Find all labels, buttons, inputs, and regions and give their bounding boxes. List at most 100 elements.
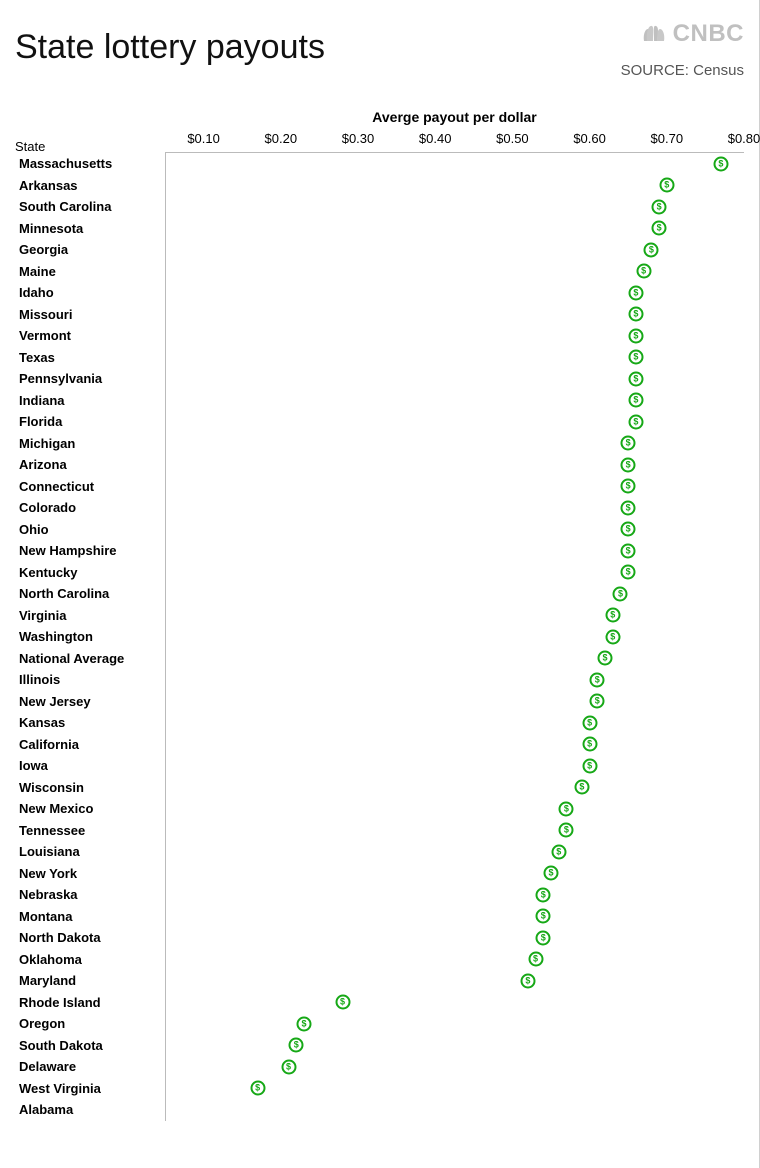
row-label: West Virginia: [15, 1081, 165, 1096]
chart-row: New Mexico: [15, 798, 744, 820]
chart-row: Alabama: [15, 1099, 744, 1121]
row-track: [165, 648, 744, 670]
dollar-marker-icon: [659, 178, 674, 193]
row-track: [165, 519, 744, 541]
row-track: [165, 390, 744, 412]
page-title: State lottery payouts: [15, 20, 325, 67]
chart-row: Maryland: [15, 970, 744, 992]
chart-row: Rhode Island: [15, 992, 744, 1014]
row-label: Idaho: [15, 285, 165, 300]
row-track: [165, 1013, 744, 1035]
chart-row: Idaho: [15, 282, 744, 304]
chart-row: Tennessee: [15, 820, 744, 842]
row-label: Florida: [15, 414, 165, 429]
chart-row: Colorado: [15, 497, 744, 519]
dollar-marker-icon: [628, 307, 643, 322]
row-label: Massachusetts: [15, 156, 165, 171]
row-track: [165, 927, 744, 949]
dollar-marker-icon: [628, 350, 643, 365]
chart-row: Indiana: [15, 390, 744, 412]
chart-row: Nebraska: [15, 884, 744, 906]
row-label: Georgia: [15, 242, 165, 257]
chart-row: Arizona: [15, 454, 744, 476]
chart-row: Oregon: [15, 1013, 744, 1035]
dollar-marker-icon: [536, 887, 551, 902]
dollar-marker-icon: [628, 328, 643, 343]
chart-row: South Carolina: [15, 196, 744, 218]
row-label: New Mexico: [15, 801, 165, 816]
chart-container: State lottery payouts CNBC SOURCE: Censu…: [0, 0, 760, 1168]
dollar-marker-icon: [520, 973, 535, 988]
row-label: Ohio: [15, 522, 165, 537]
row-label: Virginia: [15, 608, 165, 623]
chart-row: Connecticut: [15, 476, 744, 498]
row-track: [165, 540, 744, 562]
row-track: [165, 196, 744, 218]
chart-row: Maine: [15, 261, 744, 283]
row-track: [165, 1099, 744, 1121]
row-label: Illinois: [15, 672, 165, 687]
row-track: [165, 304, 744, 326]
header-right: CNBC SOURCE: Census: [621, 20, 744, 79]
dollar-marker-icon: [536, 930, 551, 945]
chart-row: Iowa: [15, 755, 744, 777]
chart-row: New Hampshire: [15, 540, 744, 562]
row-track: [165, 218, 744, 240]
chart-row: Delaware: [15, 1056, 744, 1078]
dollar-marker-icon: [605, 608, 620, 623]
row-label: Louisiana: [15, 844, 165, 859]
dollar-marker-icon: [621, 565, 636, 580]
x-tick: $0.20: [265, 131, 298, 146]
row-label: Montana: [15, 909, 165, 924]
chart-row: Missouri: [15, 304, 744, 326]
x-tick: $0.80: [728, 131, 760, 146]
dollar-marker-icon: [250, 1081, 265, 1096]
row-track: [165, 476, 744, 498]
row-label: South Dakota: [15, 1038, 165, 1053]
dollar-marker-icon: [582, 758, 597, 773]
x-tick: $0.60: [573, 131, 606, 146]
row-label: South Carolina: [15, 199, 165, 214]
row-track: [165, 347, 744, 369]
dollar-marker-icon: [289, 1038, 304, 1053]
dollar-marker-icon: [636, 264, 651, 279]
row-track: [165, 669, 744, 691]
dollar-marker-icon: [621, 457, 636, 472]
dollar-marker-icon: [574, 780, 589, 795]
chart-row: Washington: [15, 626, 744, 648]
dollar-marker-icon: [628, 285, 643, 300]
chart-row: Wisconsin: [15, 777, 744, 799]
dollar-marker-icon: [536, 909, 551, 924]
chart-row: California: [15, 734, 744, 756]
row-label: Delaware: [15, 1059, 165, 1074]
dollar-marker-icon: [296, 1016, 311, 1031]
x-tick: $0.30: [342, 131, 375, 146]
dollar-marker-icon: [598, 651, 613, 666]
dollar-marker-icon: [559, 823, 574, 838]
chart-row: New York: [15, 863, 744, 885]
chart-row: Ohio: [15, 519, 744, 541]
chart-row: Michigan: [15, 433, 744, 455]
row-label: New Jersey: [15, 694, 165, 709]
chart-row: Virginia: [15, 605, 744, 627]
dollar-marker-icon: [644, 242, 659, 257]
chart-row: Montana: [15, 906, 744, 928]
chart-row: Kansas: [15, 712, 744, 734]
row-label: Michigan: [15, 436, 165, 451]
dollar-marker-icon: [335, 995, 350, 1010]
row-label: Alabama: [15, 1102, 165, 1117]
peacock-icon: [641, 21, 667, 48]
chart-row: Kentucky: [15, 562, 744, 584]
dollar-marker-icon: [582, 737, 597, 752]
row-track: [165, 798, 744, 820]
chart-row: Minnesota: [15, 218, 744, 240]
dollar-marker-icon: [621, 543, 636, 558]
dollar-marker-icon: [559, 801, 574, 816]
row-label: Arkansas: [15, 178, 165, 193]
row-track: [165, 691, 744, 713]
row-track: [165, 992, 744, 1014]
row-track: [165, 411, 744, 433]
row-track: [165, 755, 744, 777]
row-track: [165, 626, 744, 648]
y-axis-title: State: [15, 139, 45, 154]
